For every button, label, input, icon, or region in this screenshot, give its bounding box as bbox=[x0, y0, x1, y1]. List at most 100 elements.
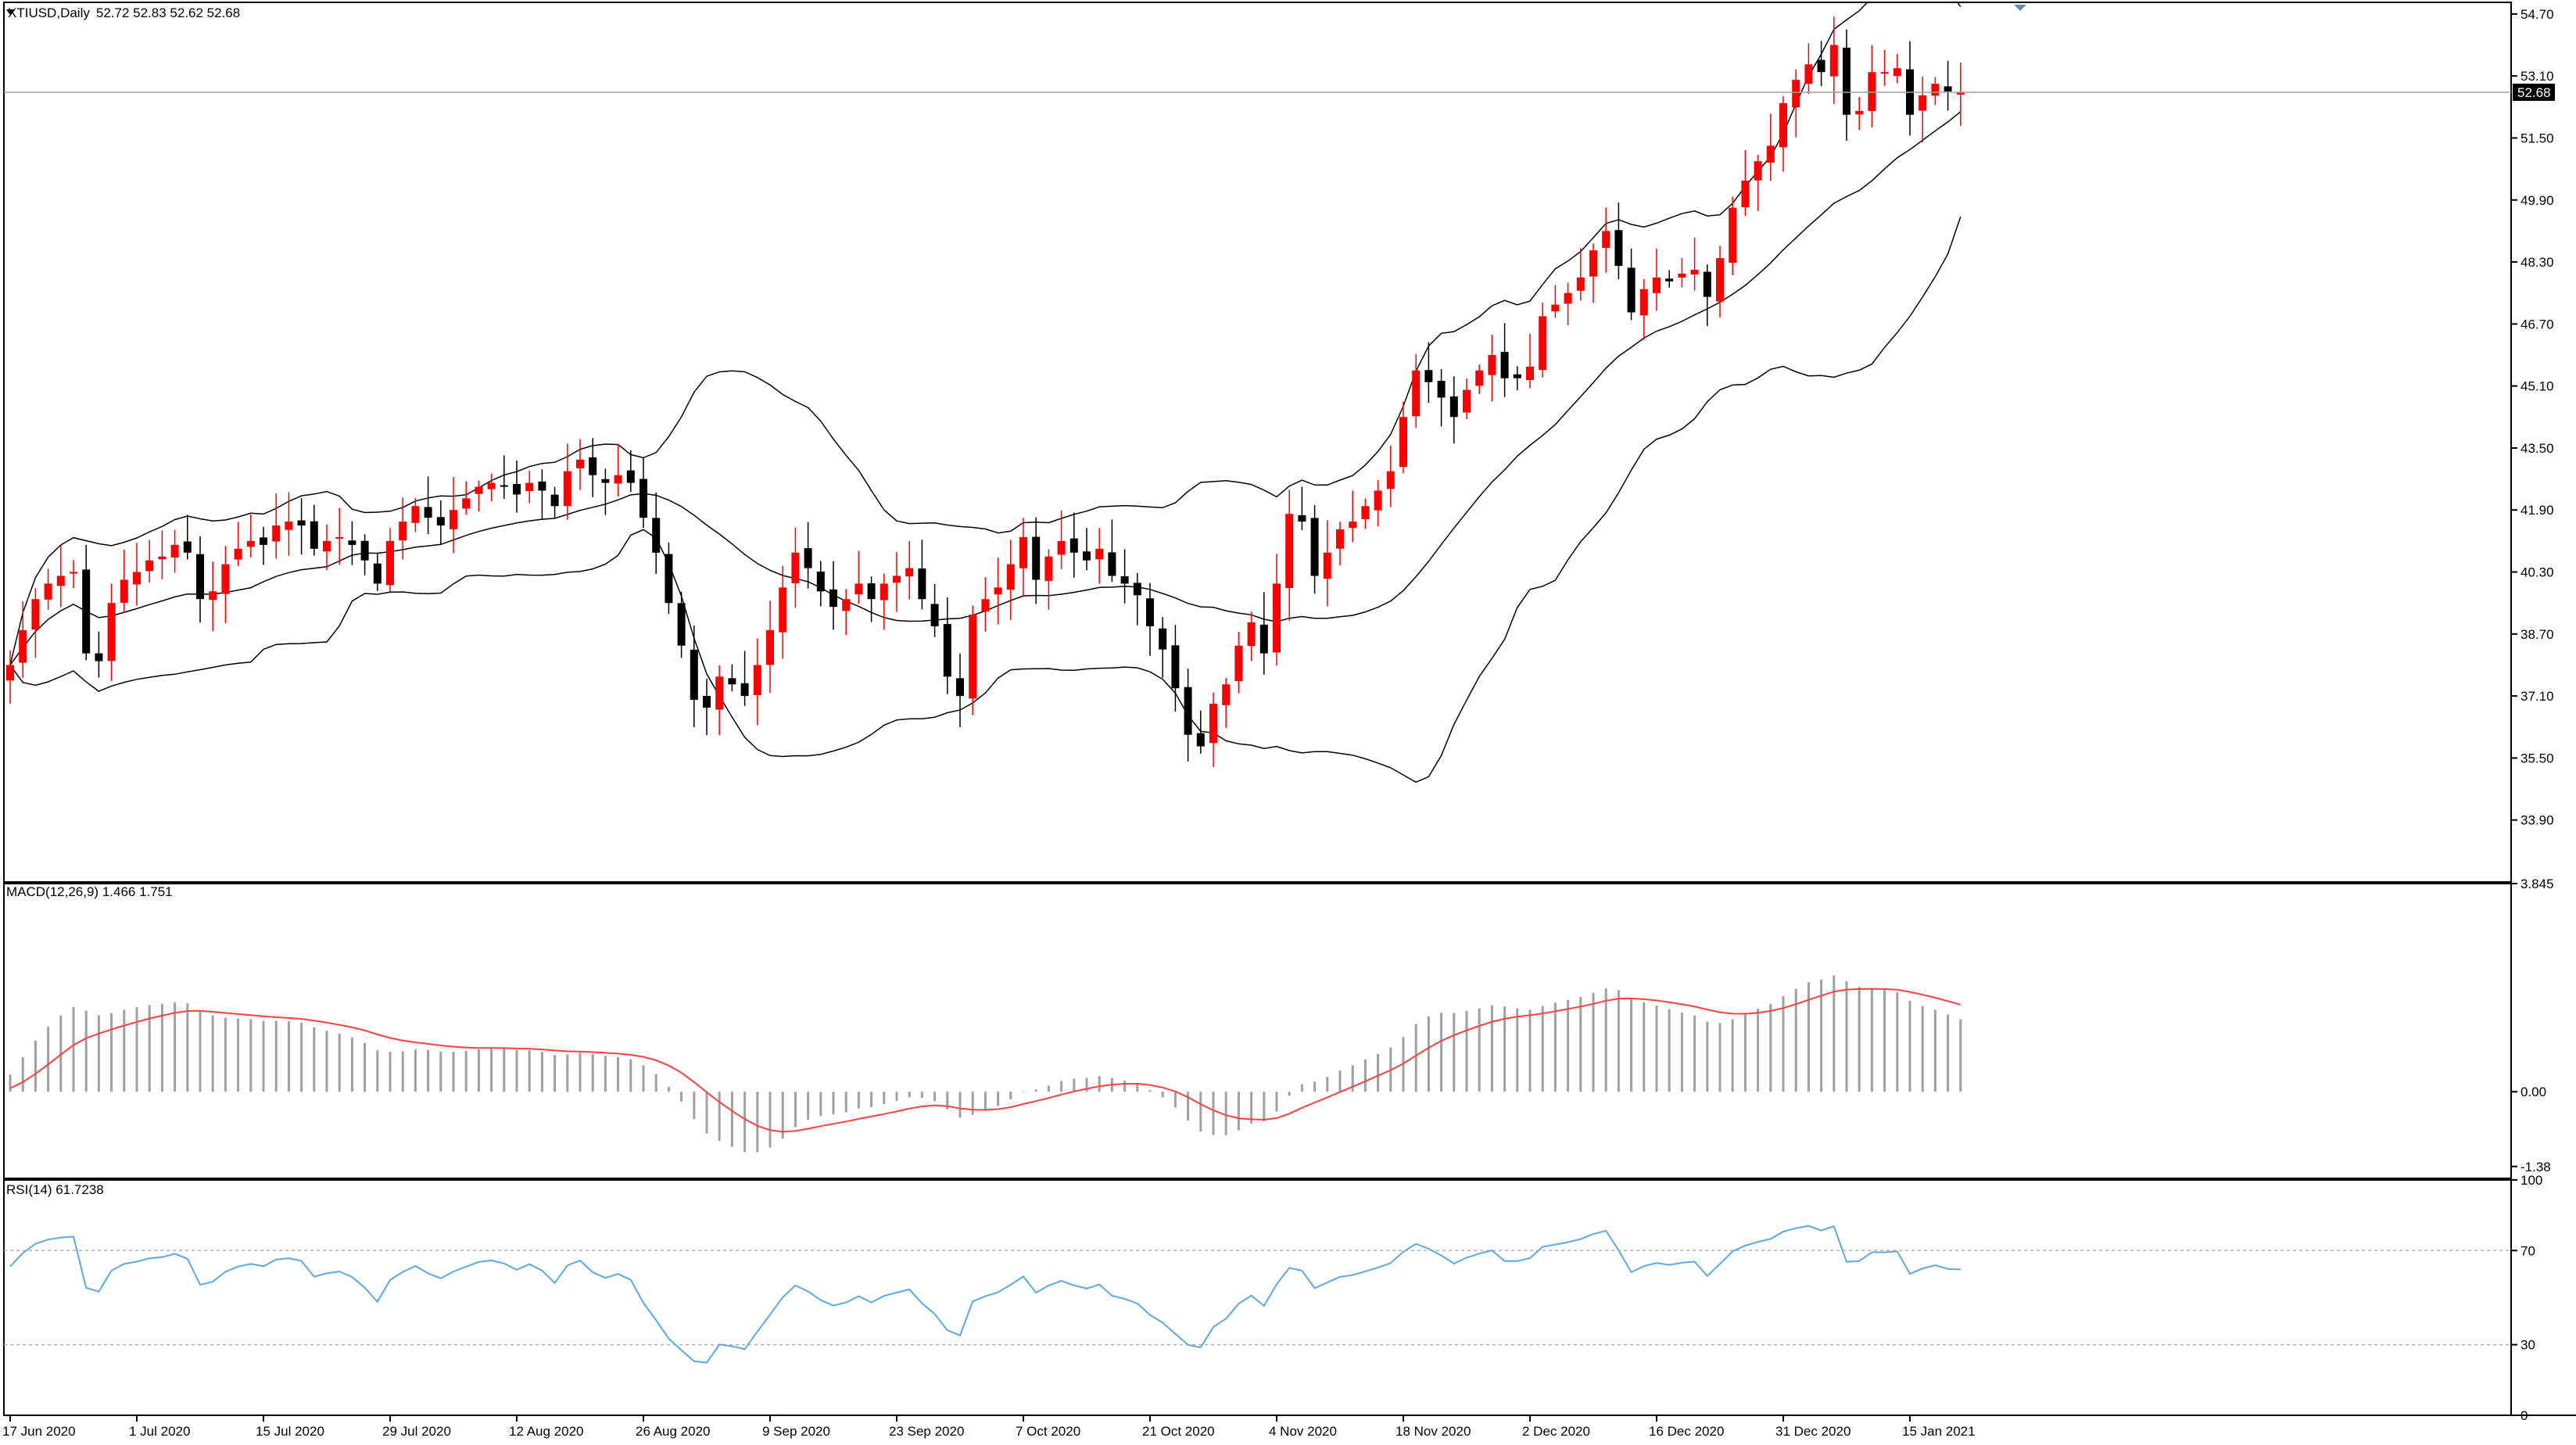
candle[interactable] bbox=[753, 638, 761, 726]
candle[interactable] bbox=[880, 573, 888, 630]
candle[interactable] bbox=[538, 469, 546, 520]
candle[interactable] bbox=[1956, 63, 1965, 127]
candle[interactable] bbox=[1602, 207, 1610, 273]
candle[interactable] bbox=[1944, 60, 1952, 111]
candle[interactable] bbox=[1919, 77, 1927, 143]
candle[interactable] bbox=[550, 486, 559, 518]
candle[interactable] bbox=[589, 438, 597, 497]
candle[interactable] bbox=[1589, 243, 1597, 303]
candle[interactable] bbox=[399, 497, 407, 560]
candle[interactable] bbox=[183, 515, 192, 560]
candle[interactable] bbox=[1678, 257, 1686, 288]
candle[interactable] bbox=[44, 568, 52, 610]
candle[interactable] bbox=[930, 583, 939, 637]
chart-shift-marker-icon[interactable] bbox=[2014, 5, 2026, 11]
candle[interactable] bbox=[1576, 248, 1585, 301]
candle[interactable] bbox=[1285, 489, 1294, 621]
candle[interactable] bbox=[297, 498, 306, 554]
candle[interactable] bbox=[246, 515, 255, 558]
candle[interactable] bbox=[1690, 237, 1699, 291]
candle[interactable] bbox=[943, 597, 951, 694]
candle[interactable] bbox=[804, 522, 812, 589]
candle[interactable] bbox=[1880, 49, 1889, 86]
candle[interactable] bbox=[1399, 401, 1407, 474]
candle[interactable] bbox=[221, 546, 230, 624]
candle[interactable] bbox=[1361, 498, 1370, 529]
candle[interactable] bbox=[766, 601, 774, 694]
candle[interactable] bbox=[1006, 540, 1015, 620]
candle[interactable] bbox=[1564, 282, 1572, 326]
candle[interactable] bbox=[1222, 678, 1231, 728]
candle[interactable] bbox=[386, 528, 394, 592]
candle[interactable] bbox=[1843, 29, 1850, 141]
candle[interactable] bbox=[1741, 150, 1750, 217]
candle[interactable] bbox=[677, 591, 686, 658]
candle[interactable] bbox=[120, 549, 128, 611]
candle[interactable] bbox=[323, 524, 331, 570]
candle[interactable] bbox=[740, 651, 749, 706]
candle[interactable] bbox=[1057, 510, 1066, 569]
candle[interactable] bbox=[1069, 512, 1078, 578]
candle[interactable] bbox=[1754, 154, 1762, 211]
candle[interactable] bbox=[1424, 342, 1433, 403]
candle[interactable] bbox=[462, 481, 471, 515]
candle[interactable] bbox=[690, 625, 698, 727]
candle[interactable] bbox=[133, 543, 141, 606]
candle[interactable] bbox=[1323, 520, 1331, 607]
candle[interactable] bbox=[1247, 611, 1256, 662]
candle[interactable] bbox=[994, 558, 1002, 625]
candle[interactable] bbox=[158, 530, 167, 579]
candle[interactable] bbox=[1526, 333, 1534, 389]
candle[interactable] bbox=[1209, 692, 1217, 767]
candle[interactable] bbox=[893, 551, 901, 612]
candle[interactable] bbox=[95, 631, 103, 678]
candle[interactable] bbox=[1703, 264, 1711, 326]
candle[interactable] bbox=[563, 443, 571, 520]
candle[interactable] bbox=[1639, 278, 1648, 340]
candle[interactable] bbox=[525, 470, 534, 504]
candle[interactable] bbox=[1551, 285, 1560, 318]
candle[interactable] bbox=[1463, 378, 1471, 420]
candle[interactable] bbox=[1539, 303, 1547, 378]
candle[interactable] bbox=[842, 589, 851, 636]
candle[interactable] bbox=[145, 540, 154, 583]
candle[interactable] bbox=[260, 526, 267, 565]
candle[interactable] bbox=[905, 540, 914, 600]
candle[interactable] bbox=[779, 565, 787, 659]
candle[interactable] bbox=[234, 522, 242, 567]
candle[interactable] bbox=[1133, 572, 1141, 626]
candle[interactable] bbox=[82, 544, 91, 661]
candle[interactable] bbox=[1184, 669, 1192, 762]
candle[interactable] bbox=[829, 561, 837, 630]
candle[interactable] bbox=[1108, 519, 1116, 583]
candle[interactable] bbox=[272, 493, 281, 559]
candle[interactable] bbox=[1437, 368, 1446, 427]
candle[interactable] bbox=[1868, 45, 1876, 128]
candle[interactable] bbox=[1817, 41, 1825, 87]
candle[interactable] bbox=[1386, 445, 1395, 507]
candle[interactable] bbox=[1336, 522, 1344, 566]
candle[interactable] bbox=[170, 529, 179, 573]
candle[interactable] bbox=[1893, 53, 1901, 84]
candle[interactable] bbox=[652, 492, 661, 574]
candle[interactable] bbox=[475, 480, 483, 512]
candle[interactable] bbox=[31, 588, 40, 658]
candle[interactable] bbox=[1513, 366, 1521, 390]
candle[interactable] bbox=[1095, 528, 1104, 584]
candle[interactable] bbox=[209, 561, 217, 632]
candle[interactable] bbox=[1374, 479, 1382, 527]
candle[interactable] bbox=[1146, 583, 1154, 656]
candle[interactable] bbox=[1766, 113, 1775, 181]
candle[interactable] bbox=[1906, 41, 1914, 136]
candle[interactable] bbox=[1627, 248, 1636, 321]
candle[interactable] bbox=[1449, 376, 1458, 444]
collapse-arrow-icon[interactable] bbox=[6, 9, 14, 15]
candle[interactable] bbox=[513, 460, 521, 513]
candle[interactable] bbox=[424, 476, 432, 535]
candle[interactable] bbox=[665, 542, 673, 615]
candle[interactable] bbox=[436, 500, 445, 545]
candle[interactable] bbox=[1829, 16, 1838, 105]
candle[interactable] bbox=[1779, 95, 1787, 172]
candle[interactable] bbox=[70, 560, 77, 589]
